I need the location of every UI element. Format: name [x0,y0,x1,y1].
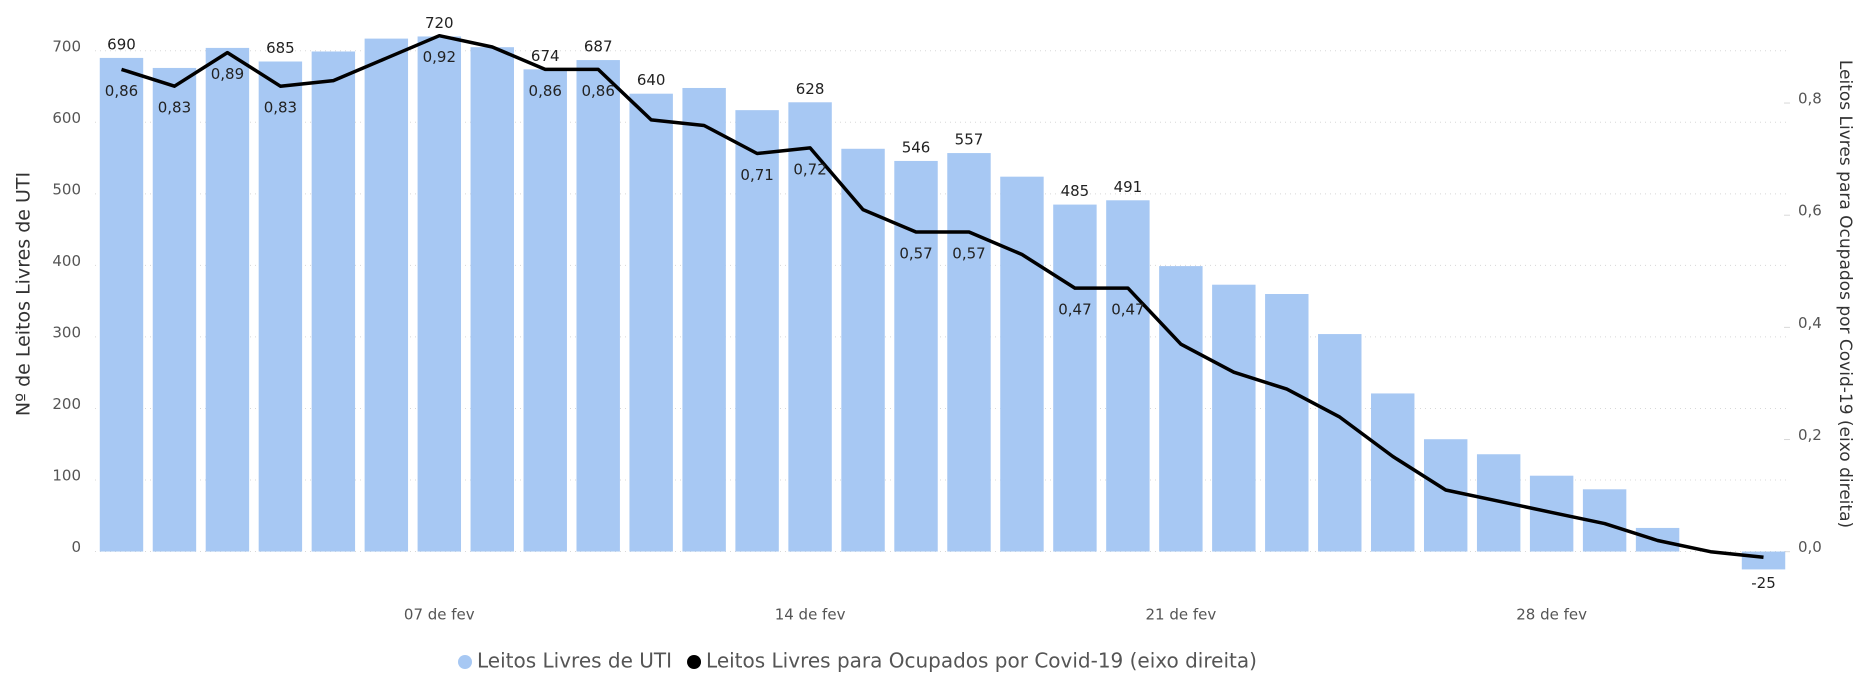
legend-marker [458,655,472,669]
bar [629,93,673,552]
y-axis-title: Nº de Leitos Livres de UTI [13,172,35,416]
legend-marker [687,655,702,669]
data-label: 687 [584,38,613,56]
legend: Leitos Livres de UTI Leitos Livres para O… [458,649,1257,673]
data-label: 674 [531,47,560,65]
data-label: 690 [107,35,136,53]
data-label: 0,86 [529,82,562,100]
y2-tick-label: 0,8 [1798,90,1822,108]
data-label: 720 [425,14,454,32]
data-label: 0,89 [211,65,244,83]
line [120,33,1764,560]
data-label: 640 [637,71,666,89]
data-label: 0,57 [952,245,985,263]
bar [258,61,303,552]
legend-label: Leitos Livres para Ocupados por Covid-19… [706,649,1257,673]
bar [470,47,514,552]
y2-tick-label: 0,4 [1798,314,1822,332]
bar [417,36,462,552]
data-label: -25 [1751,574,1776,592]
data-label: 0,83 [158,99,191,117]
data-label: 0,86 [582,82,615,100]
y2-axis-title: Leitos Livres para Ocupados por Covid-19… [1835,60,1855,528]
bar [364,38,409,552]
data-label: 0,47 [1111,301,1144,319]
x-tick-label: 21 de fev [1145,606,1216,624]
bar [1265,294,1309,552]
y-tick-label: 500 [52,180,81,198]
data-label: 0,57 [899,245,932,263]
y2-tick-label: 0,6 [1798,202,1822,220]
legend-label: Leitos Livres de UTI [477,649,672,673]
data-label: 685 [266,39,295,57]
y2-tick-label: 0,0 [1798,538,1822,556]
data-label: 0,83 [264,99,297,117]
bar [205,47,250,552]
data-label: 491 [1114,178,1143,196]
y-tick-label: 700 [52,37,81,55]
data-label: 0,92 [423,48,456,66]
bar [311,51,356,552]
y-tick-label: 400 [52,252,81,270]
y-tick-label: 100 [52,467,81,485]
data-label: 0,72 [793,160,826,178]
bar [1318,334,1362,552]
bar [1053,204,1097,552]
y-tick-label: 0 [71,538,81,556]
data-label: 485 [1061,182,1090,200]
data-label: 0,71 [740,166,773,184]
x-tick-label: 14 de fev [775,606,846,624]
bar [788,102,832,552]
bar [1371,393,1415,552]
bar [1106,200,1150,552]
bar [1423,439,1468,552]
bar [894,160,938,552]
bar [576,60,620,552]
bar [1159,266,1203,552]
x-tick-label: 28 de fev [1516,606,1587,624]
bar [99,57,144,552]
bar [1212,284,1256,552]
data-label: 557 [955,131,984,149]
bar [1000,176,1044,552]
bar [947,153,991,552]
bar [735,110,779,552]
y2-tick-label: 0,2 [1798,426,1822,444]
y-tick-label: 600 [52,109,81,127]
bar [523,69,567,552]
data-label: 546 [902,138,931,156]
data-label: 0,47 [1058,301,1091,319]
y-tick-label: 300 [52,323,81,341]
bar [682,87,726,552]
data-label: 0,86 [105,82,138,100]
y-tick-label: 200 [52,395,81,413]
x-tick-label: 07 de fev [404,606,475,624]
data-label: 628 [796,80,825,98]
bar [152,67,197,552]
